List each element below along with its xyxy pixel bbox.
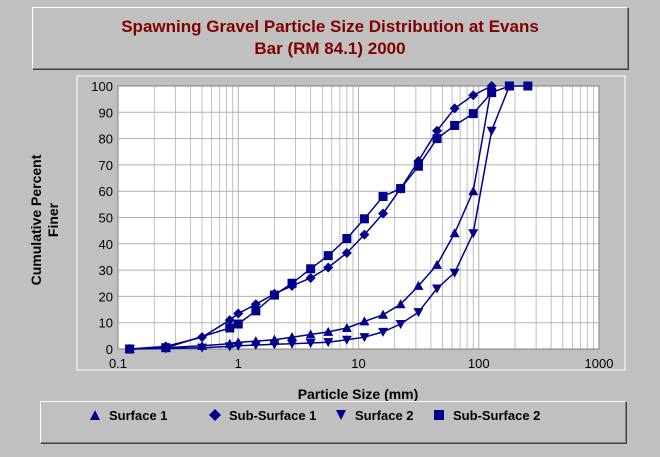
data-point bbox=[305, 272, 316, 283]
triangle-down-icon bbox=[336, 410, 346, 420]
data-point bbox=[323, 326, 334, 336]
y-tick-label: 80 bbox=[99, 132, 113, 147]
y-tick-label: 100 bbox=[91, 79, 113, 94]
data-point bbox=[432, 284, 443, 294]
data-point bbox=[413, 280, 424, 290]
chart-title-line-2: Bar (RM 84.1) 2000 bbox=[254, 39, 406, 58]
data-point bbox=[432, 134, 442, 144]
data-point bbox=[359, 316, 370, 326]
data-point bbox=[378, 327, 389, 337]
y-tick-label: 0 bbox=[106, 342, 113, 357]
data-point bbox=[233, 319, 243, 329]
y-axis-title-line-2: Finer bbox=[45, 202, 61, 237]
data-point bbox=[468, 186, 479, 196]
grid-lines bbox=[117, 85, 600, 350]
data-point bbox=[396, 184, 406, 194]
legend-label: Sub-Surface 1 bbox=[229, 408, 317, 423]
legend: Surface 1 Sub-Surface 1 Surface 2 Sub-Su… bbox=[40, 401, 626, 443]
data-point bbox=[251, 306, 261, 316]
triangle-up-icon bbox=[90, 410, 100, 420]
data-point bbox=[305, 338, 316, 348]
y-tick-label: 30 bbox=[99, 263, 113, 278]
plot-border bbox=[117, 85, 600, 350]
series-group bbox=[124, 81, 533, 354]
data-point bbox=[486, 126, 497, 136]
data-point bbox=[359, 333, 370, 343]
data-point bbox=[450, 120, 460, 130]
data-point bbox=[341, 322, 352, 332]
y-tick-label: 60 bbox=[99, 184, 113, 199]
data-point bbox=[359, 214, 369, 224]
data-point bbox=[323, 338, 334, 348]
y-tick-label: 50 bbox=[99, 211, 113, 226]
data-point bbox=[341, 335, 352, 345]
data-point bbox=[197, 343, 208, 353]
data-point bbox=[359, 229, 370, 240]
x-axis-title: Particle Size (mm) bbox=[298, 386, 419, 402]
square-icon bbox=[434, 410, 444, 420]
data-point bbox=[342, 234, 352, 244]
y-tick-label: 90 bbox=[99, 105, 113, 120]
data-point bbox=[449, 103, 460, 114]
legend-label: Surface 1 bbox=[109, 408, 168, 423]
data-point bbox=[413, 308, 424, 318]
x-tick-label: 0.1 bbox=[109, 356, 127, 371]
data-point bbox=[523, 81, 533, 91]
legend-label: Sub-Surface 2 bbox=[453, 408, 541, 423]
data-point bbox=[224, 342, 235, 352]
data-point bbox=[305, 329, 316, 339]
y-axis-title-line-1: Cumulative Percent bbox=[28, 154, 44, 285]
data-point bbox=[323, 262, 334, 273]
y-tick-label: 40 bbox=[99, 237, 113, 252]
data-point bbox=[504, 81, 514, 91]
data-point bbox=[306, 264, 316, 274]
data-point bbox=[449, 268, 460, 278]
data-point bbox=[378, 191, 388, 201]
data-point bbox=[323, 251, 333, 261]
data-point bbox=[432, 125, 443, 136]
data-point bbox=[468, 109, 478, 119]
data-point bbox=[341, 248, 352, 259]
data-point bbox=[233, 308, 244, 319]
y-tick-label: 70 bbox=[99, 158, 113, 173]
data-point bbox=[287, 278, 297, 288]
data-point bbox=[250, 341, 261, 351]
x-tick-label: 10 bbox=[351, 356, 365, 371]
data-point bbox=[378, 208, 389, 219]
data-point bbox=[225, 323, 235, 333]
data-point bbox=[468, 90, 479, 101]
data-point bbox=[449, 228, 460, 238]
data-point bbox=[269, 290, 279, 300]
tick-labels: 0 10 20 30 40 50 60 70 80 90 100 0.1 1 10 100 1000 bbox=[91, 79, 613, 371]
data-point bbox=[432, 259, 443, 269]
data-point bbox=[395, 299, 406, 309]
data-point bbox=[161, 343, 171, 353]
x-tick-label: 1 bbox=[235, 356, 242, 371]
chart-title-box: Spawning Gravel Particle Size Distributi… bbox=[32, 7, 628, 69]
x-tick-label: 100 bbox=[468, 356, 490, 371]
legend-label: Surface 2 bbox=[355, 408, 414, 423]
y-tick-label: 10 bbox=[99, 316, 113, 331]
data-point bbox=[287, 332, 298, 342]
y-tick-label: 20 bbox=[99, 289, 113, 304]
data-point bbox=[269, 340, 280, 350]
data-point bbox=[413, 161, 423, 171]
chart-title-line-1: Spawning Gravel Particle Size Distributi… bbox=[121, 17, 539, 36]
data-point bbox=[468, 229, 479, 239]
data-point bbox=[378, 309, 389, 319]
data-point bbox=[224, 315, 235, 326]
data-point bbox=[125, 344, 135, 354]
x-tick-label: 1000 bbox=[585, 356, 614, 371]
data-point bbox=[487, 88, 497, 98]
diamond-icon bbox=[209, 409, 221, 421]
data-point bbox=[233, 341, 244, 351]
data-point bbox=[395, 320, 406, 330]
data-point bbox=[287, 339, 298, 349]
